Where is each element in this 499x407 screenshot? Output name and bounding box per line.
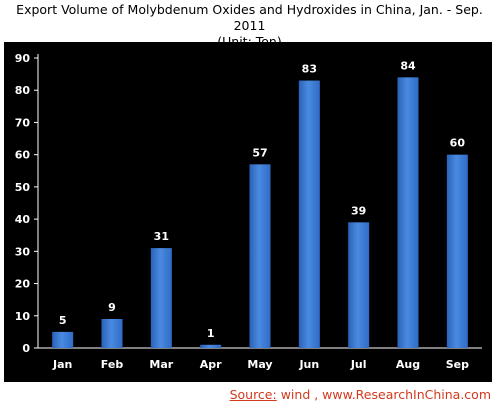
x-tick-label: Jul bbox=[350, 358, 367, 371]
data-label: 39 bbox=[351, 204, 366, 217]
y-tick-label: 20 bbox=[15, 278, 31, 291]
y-tick-label: 10 bbox=[15, 310, 31, 323]
data-label: 84 bbox=[400, 59, 416, 72]
bar-jun bbox=[298, 80, 320, 349]
x-tick-label: Sep bbox=[446, 358, 469, 371]
x-tick-label: Jan bbox=[52, 358, 72, 371]
bar-may bbox=[249, 164, 271, 348]
data-label: 83 bbox=[302, 63, 317, 76]
bar-aug bbox=[397, 77, 419, 349]
data-label: 9 bbox=[108, 301, 116, 314]
y-tick-label: 60 bbox=[15, 149, 31, 162]
y-tick-label: 30 bbox=[15, 245, 31, 258]
y-tick-label: 50 bbox=[15, 181, 31, 194]
y-tick-label: 90 bbox=[15, 52, 31, 65]
x-tick-label: Mar bbox=[149, 358, 173, 371]
x-tick-label: Jun bbox=[298, 358, 319, 371]
x-tick-label: May bbox=[247, 358, 272, 371]
chart-title: Export Volume of Molybdenum Oxides and H… bbox=[16, 2, 483, 33]
bar-mar bbox=[150, 248, 172, 348]
chart-area: 0 10 20 30 40 50 60 70 80 90 Jan 5 Feb 9 Mar 31 Apr 1 May… bbox=[4, 42, 492, 382]
y-tick-label: 70 bbox=[15, 116, 31, 129]
source-text: wind , www.ResearchInChina.com bbox=[280, 387, 491, 402]
bar-jan bbox=[52, 331, 74, 348]
source-note: Source: wind , www.ResearchInChina.com bbox=[230, 387, 491, 402]
bar-chart: 0 10 20 30 40 50 60 70 80 90 Jan 5 Feb 9 Mar 31 Apr 1 May… bbox=[4, 42, 492, 382]
y-tick-label: 0 bbox=[22, 342, 30, 355]
data-label: 57 bbox=[252, 146, 267, 159]
chart-background bbox=[4, 42, 492, 382]
x-tick-label: Apr bbox=[200, 358, 222, 371]
y-tick-label: 40 bbox=[15, 213, 31, 226]
data-label: 60 bbox=[450, 137, 466, 150]
source-label: Source: bbox=[229, 387, 277, 402]
x-tick-label: Aug bbox=[396, 358, 420, 371]
bar-apr bbox=[200, 344, 222, 348]
data-label: 5 bbox=[59, 314, 67, 327]
data-label: 1 bbox=[207, 327, 215, 340]
data-label: 31 bbox=[154, 230, 169, 243]
bar-jul bbox=[348, 222, 370, 348]
y-tick-label: 80 bbox=[15, 84, 31, 97]
bar-feb bbox=[101, 319, 123, 348]
bar-sep bbox=[446, 154, 468, 348]
x-tick-label: Feb bbox=[101, 358, 124, 371]
